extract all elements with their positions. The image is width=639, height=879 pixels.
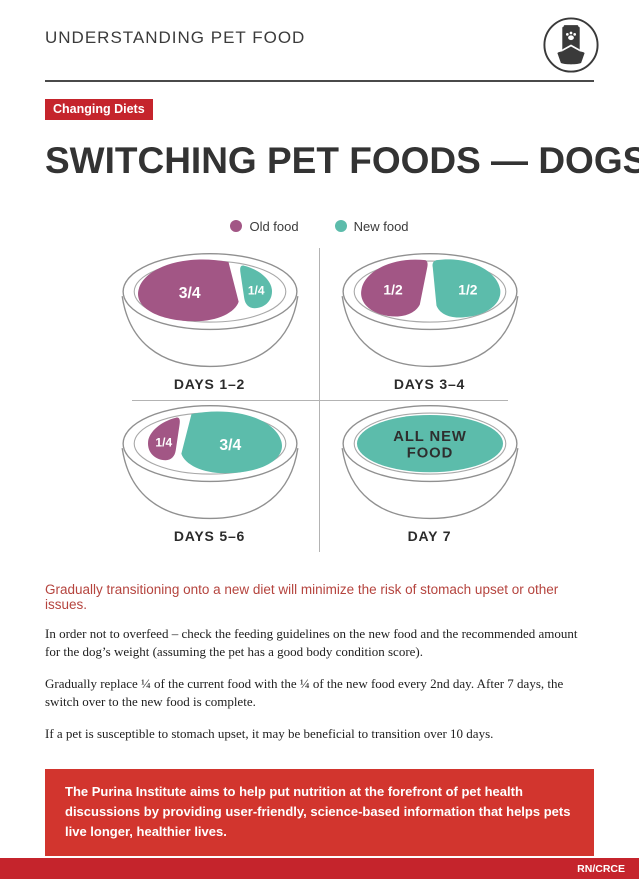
footer-bar: RN/CRCE <box>0 858 639 879</box>
bowl-days-1-2-graphic: 3/4 1/4 <box>121 252 298 367</box>
body-text: In order not to overfeed – check the fee… <box>45 625 594 743</box>
bowl-days-5-6: 1/4 3/4 DAYS 5–6 <box>100 400 320 552</box>
highlight-sentence: Gradually transitioning onto a new diet … <box>45 581 559 612</box>
fraction-old: 3/4 <box>178 285 200 302</box>
fraction-new: 1/4 <box>247 283 264 297</box>
bowl-label: DAYS 5–6 <box>173 527 246 544</box>
legend-label-new: New food <box>353 218 409 234</box>
all-new-food-line2: FOOD <box>406 445 452 461</box>
fraction-new: 1/2 <box>458 281 478 297</box>
header: UNDERSTANDING PET FOOD <box>45 16 599 74</box>
paragraph-susceptible: If a pet is susceptible to stomach upset… <box>45 725 494 741</box>
bowl-day-7: ALL NEW FOOD DAY 7 <box>320 400 540 552</box>
header-title: UNDERSTANDING PET FOOD <box>45 28 306 47</box>
old-food-dot-icon <box>230 220 243 233</box>
section-badge: Changing Diets <box>45 99 153 120</box>
all-new-food-line1: ALL NEW <box>393 429 466 445</box>
page-title: SWITCHING PET FOODS — DOGS <box>45 140 639 181</box>
legend-label-old: Old food <box>249 218 299 234</box>
new-food-dot-icon <box>334 220 347 233</box>
fraction-old: 1/4 <box>155 435 172 449</box>
paragraph-overfeed: In order not to overfeed – check the fee… <box>45 625 578 660</box>
bowl-label: DAY 7 <box>407 527 452 544</box>
bowl-label: DAYS 3–4 <box>393 375 466 392</box>
bowl-days-3-4: 1/2 1/2 DAYS 3–4 <box>320 248 540 400</box>
bowl-diagram: 3/4 1/4 DAYS 1–2 1/2 1/2 DA <box>100 247 540 552</box>
bowl-days-3-4-graphic: 1/2 1/2 <box>341 252 518 367</box>
header-divider <box>45 80 594 82</box>
legend: Old food New food <box>45 219 594 234</box>
bowl-days-1-2: 3/4 1/4 DAYS 1–2 <box>100 248 320 400</box>
bowl-day-7-graphic: ALL NEW FOOD <box>341 404 518 519</box>
fraction-new: 3/4 <box>219 437 241 454</box>
paragraph-replace: Gradually replace ¼ of the current food … <box>45 675 564 710</box>
purina-institute-callout: The Purina Institute aims to help put nu… <box>45 769 594 856</box>
footer-code: RN/CRCE <box>577 862 625 875</box>
legend-item-old-food: Old food <box>230 218 299 234</box>
bowl-days-5-6-graphic: 1/4 3/4 <box>121 404 298 519</box>
diagram-horizontal-divider <box>131 399 508 401</box>
fraction-old: 1/2 <box>383 281 403 297</box>
pet-food-bag-and-bowl-icon <box>543 17 599 73</box>
bowl-label: DAYS 1–2 <box>173 375 246 392</box>
legend-item-new-food: New food <box>334 218 409 234</box>
